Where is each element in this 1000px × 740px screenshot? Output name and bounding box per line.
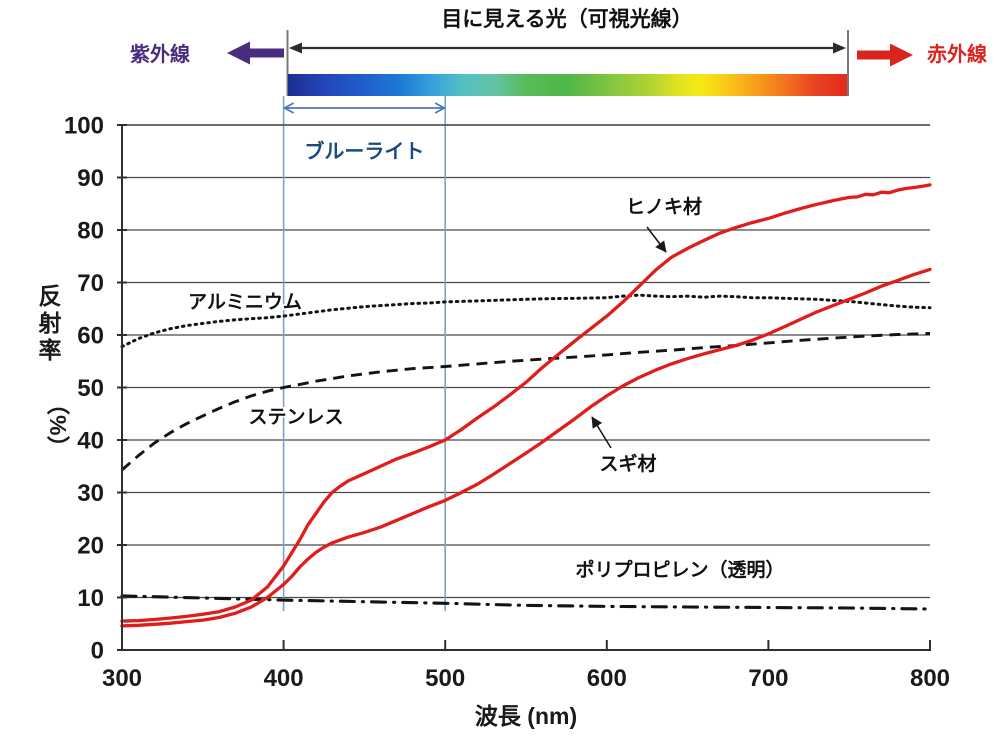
y-axis-title-char-2: 率 bbox=[39, 337, 62, 363]
y-tick-label-40: 40 bbox=[77, 428, 104, 455]
y-axis-title-char-1: 射 bbox=[38, 310, 62, 336]
visible-light-title: 目に見える光（可視光線） bbox=[441, 7, 692, 31]
blue-arrow-left-head bbox=[282, 102, 295, 114]
curve-label-3: スギ材 bbox=[599, 452, 656, 475]
series-line-3 bbox=[120, 183, 932, 623]
series-line-4 bbox=[120, 267, 932, 628]
spectrum-banner: 目に見える光（可視光線） 紫外線 赤外線 bbox=[130, 7, 987, 96]
y-tick-label-80: 80 bbox=[77, 218, 104, 245]
x-tick-label-400: 400 bbox=[264, 665, 304, 692]
x-tick-label-300: 300 bbox=[102, 665, 142, 692]
y-tick-label-100: 100 bbox=[64, 113, 104, 140]
uv-label: 紫外線 bbox=[130, 42, 190, 66]
x-tick-label-700: 700 bbox=[748, 665, 788, 692]
blue-light-label: ブルーライト bbox=[304, 139, 424, 163]
y-tick-label-0: 0 bbox=[91, 638, 104, 665]
y-tick-label-30: 30 bbox=[77, 480, 104, 507]
data-series bbox=[120, 183, 932, 628]
ir-arrow-icon bbox=[857, 43, 913, 67]
ir-label: 赤外線 bbox=[927, 42, 987, 66]
series-line-2 bbox=[120, 594, 932, 611]
y-tick-label-60: 60 bbox=[77, 323, 104, 350]
gridlines bbox=[122, 124, 930, 599]
x-axis-title: 波長 (nm) bbox=[475, 703, 577, 729]
axis-tick-labels: 0 10 20 30 40 50 60 70 80 90 100 300 400 500 600 700 800 bbox=[64, 113, 950, 693]
visible-range-double-arrow bbox=[289, 42, 846, 54]
axis-ticks bbox=[117, 124, 931, 651]
curve-label-2: ヒノキ材 bbox=[626, 195, 702, 218]
uv-arrow-icon bbox=[227, 41, 284, 65]
y-tick-label-10: 10 bbox=[77, 585, 104, 612]
visible-spectrum-bar bbox=[288, 74, 847, 96]
x-tick-label-800: 800 bbox=[910, 665, 950, 692]
y-axis-title: 反射率 （%） bbox=[38, 283, 72, 458]
curve-label-1: ステンレス bbox=[248, 407, 343, 428]
y-tick-label-20: 20 bbox=[77, 533, 104, 560]
y-tick-label-50: 50 bbox=[77, 375, 104, 402]
x-tick-label-600: 600 bbox=[587, 665, 627, 692]
label-pointer-arrow-1 bbox=[591, 416, 612, 449]
label-pointer-arrow-0 bbox=[646, 226, 667, 253]
curve-label-0: アルミニウム bbox=[188, 291, 302, 313]
blue-light-annotation: ブルーライト bbox=[282, 96, 447, 611]
blue-arrow-right-head bbox=[434, 102, 447, 114]
y-tick-label-90: 90 bbox=[77, 165, 104, 192]
y-axis-title-char-0: 反 bbox=[39, 283, 62, 309]
series-line-0 bbox=[120, 293, 932, 349]
blue-light-double-arrow bbox=[282, 102, 447, 114]
series-line-1 bbox=[121, 331, 931, 471]
curve-label-4: ポリプロピレン（透明） bbox=[575, 558, 784, 581]
y-tick-label-70: 70 bbox=[77, 270, 104, 297]
y-axis-title-unit: （%） bbox=[45, 392, 71, 458]
x-tick-label-500: 500 bbox=[425, 665, 465, 692]
